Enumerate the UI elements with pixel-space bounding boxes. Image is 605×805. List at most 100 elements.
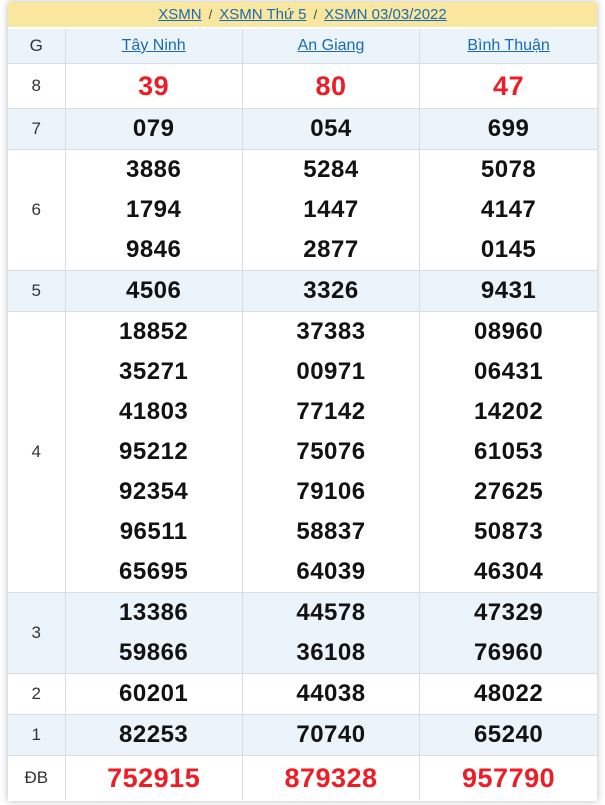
- prize-number: 70740: [296, 720, 366, 748]
- prize-cell: 08960 06431 14202 61053 27625 50873 4630…: [419, 311, 597, 592]
- table-header-row: G Tây Ninh An Giang Bình Thuận: [8, 29, 597, 63]
- prize-row-6: 6 3886 1794 9846 5284 1447 2877 5078 414…: [8, 149, 597, 270]
- prize-number: 35271: [119, 357, 189, 385]
- prize-number: 2877: [303, 235, 359, 263]
- prize-number: 879328: [284, 762, 378, 793]
- prize-number: 44038: [296, 679, 366, 707]
- prize-cell: 5078 4147 0145: [419, 149, 597, 270]
- prize-number: 95212: [119, 437, 189, 465]
- prize-cell: 37383 00971 77142 75076 79106 58837 6403…: [241, 311, 420, 592]
- prize-number: 58837: [296, 517, 366, 545]
- prize-number: 3326: [303, 276, 359, 304]
- prize-number: 77142: [296, 397, 366, 425]
- prize-number: 79106: [296, 477, 366, 505]
- prize-cell: 5284 1447 2877: [241, 149, 420, 270]
- column-header-an-giang: An Giang: [241, 29, 420, 63]
- prize-number: 1447: [303, 195, 359, 223]
- breadcrumb-link-xsmn-thu-5[interactable]: XSMN Thứ 5: [219, 6, 307, 23]
- breadcrumb-link-xsmn-date[interactable]: XSMN 03/03/2022: [324, 6, 447, 23]
- prize-number: 65240: [473, 720, 544, 748]
- prize-row-4: 4 18852 35271 41803 95212 92354 96511 65…: [8, 311, 597, 592]
- prize-number: 957790: [462, 762, 556, 793]
- prize-label-5: 5: [31, 280, 41, 300]
- prize-cell: 699: [419, 108, 597, 149]
- prize-number: 82253: [119, 720, 189, 748]
- prize-number: 36108: [296, 638, 366, 666]
- prize-row-7: 7 079 054 699: [8, 108, 597, 149]
- prize-number: 37383: [296, 317, 366, 345]
- breadcrumb-separator: /: [208, 7, 213, 22]
- prize-number: 3886: [125, 155, 182, 183]
- column-header-tay-ninh: Tây Ninh: [64, 29, 243, 63]
- results-page: XSMN / XSMN Thứ 5 / XSMN 03/03/2022 G Tâ…: [8, 2, 597, 801]
- column-header-g: G: [29, 35, 43, 55]
- prize-number: 079: [132, 114, 175, 142]
- prize-cell: 44038: [241, 673, 420, 714]
- prize-label-8: 8: [31, 75, 41, 95]
- prize-cell: 82253: [64, 714, 243, 755]
- prize-row-3: 3 13386 59866 44578 36108 47329 76960: [8, 592, 597, 673]
- prize-cell: 3326: [241, 270, 420, 311]
- prize-number: 14202: [473, 397, 544, 425]
- prize-number: 0145: [480, 235, 537, 263]
- prize-row-db: ĐB 752915 879328 957790: [8, 755, 597, 800]
- prize-number: 92354: [119, 477, 189, 505]
- prize-cell: 65240: [419, 714, 597, 755]
- prize-number: 65695: [119, 557, 189, 585]
- results-table: G Tây Ninh An Giang Bình Thuận 8 39 80 4…: [8, 29, 597, 800]
- prize-cell: 13386 59866: [64, 592, 243, 673]
- prize-number: 50873: [473, 517, 544, 545]
- prize-number: 13386: [119, 598, 189, 626]
- province-link-an-giang[interactable]: An Giang: [297, 36, 365, 54]
- breadcrumb: XSMN / XSMN Thứ 5 / XSMN 03/03/2022: [8, 2, 597, 29]
- prize-number: 39: [138, 70, 170, 101]
- prize-number: 64039: [296, 557, 366, 585]
- prize-number: 9431: [480, 276, 537, 304]
- prize-number: 47: [493, 70, 525, 101]
- prize-cell: 47329 76960: [419, 592, 597, 673]
- prize-number: 44578: [296, 598, 366, 626]
- prize-label-4: 4: [31, 441, 41, 461]
- prize-cell: 752915: [64, 755, 243, 800]
- prize-label-6: 6: [31, 199, 41, 219]
- prize-cell: 079: [64, 108, 243, 149]
- prize-number: 1794: [125, 195, 182, 223]
- province-link-binh-thuan[interactable]: Bình Thuận: [467, 36, 550, 54]
- prize-cell: 957790: [419, 755, 597, 800]
- prize-number: 4506: [125, 276, 182, 304]
- prize-number: 46304: [473, 557, 544, 585]
- breadcrumb-separator: /: [313, 7, 318, 22]
- prize-number: 75076: [296, 437, 366, 465]
- prize-row-2: 2 60201 44038 48022: [8, 673, 597, 714]
- prize-label-db: ĐB: [24, 767, 49, 787]
- prize-label-7: 7: [31, 118, 41, 138]
- prize-number: 054: [310, 114, 352, 142]
- prize-label-3: 3: [31, 622, 41, 642]
- prize-cell: 3886 1794 9846: [64, 149, 243, 270]
- prize-number: 699: [487, 114, 530, 142]
- prize-number: 18852: [119, 317, 189, 345]
- prize-cell: 879328: [241, 755, 420, 800]
- prize-number: 4147: [480, 195, 537, 223]
- prize-number: 80: [315, 70, 347, 101]
- prize-number: 96511: [119, 517, 188, 545]
- prize-label-2: 2: [31, 683, 41, 703]
- breadcrumb-link-xsmn[interactable]: XSMN: [158, 6, 202, 23]
- prize-cell: 80: [241, 63, 420, 108]
- prize-row-1: 1 82253 70740 65240: [8, 714, 597, 755]
- prize-number: 5284: [303, 155, 359, 183]
- prize-number: 06431: [473, 357, 544, 385]
- prize-number: 59866: [119, 638, 189, 666]
- prize-row-8: 8 39 80 47: [8, 63, 597, 108]
- prize-label-1: 1: [31, 724, 41, 744]
- prize-cell: 47: [419, 63, 597, 108]
- prize-cell: 9431: [419, 270, 597, 311]
- prize-number: 61053: [473, 437, 544, 465]
- prize-number: 60201: [119, 679, 189, 707]
- prize-cell: 70740: [241, 714, 420, 755]
- prize-number: 752915: [107, 762, 201, 793]
- column-header-binh-thuan: Bình Thuận: [419, 29, 597, 63]
- prize-cell: 4506: [64, 270, 243, 311]
- prize-number: 47329: [473, 598, 544, 626]
- province-link-tay-ninh[interactable]: Tây Ninh: [121, 36, 186, 54]
